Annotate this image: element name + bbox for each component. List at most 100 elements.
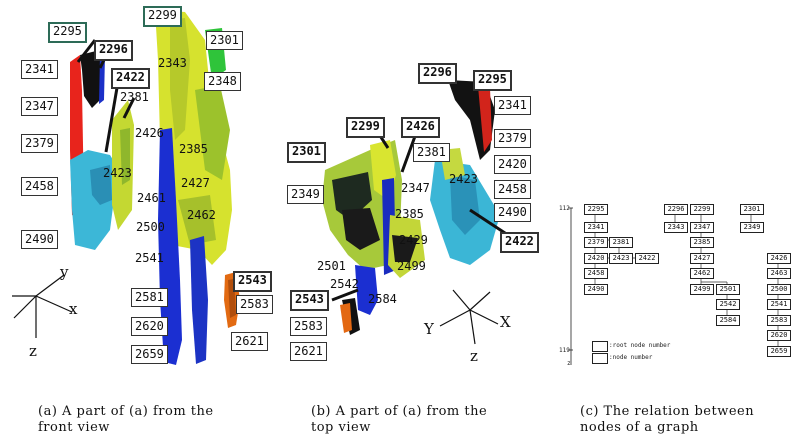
graph-node: 2463 xyxy=(767,268,791,279)
node-label: 2420 xyxy=(494,155,531,174)
node-label: 2379 xyxy=(21,134,58,153)
panel-b-rendering xyxy=(322,80,509,345)
node-label: 2422 xyxy=(500,232,539,253)
node-label: 2381 xyxy=(120,90,149,104)
node-label: 2490 xyxy=(494,203,531,222)
node-label: 2295 xyxy=(48,22,87,43)
graph-node: 2423 xyxy=(609,253,633,264)
graph-node: 2500 xyxy=(767,284,791,295)
graph-node: 2379 xyxy=(584,237,608,248)
node-label: 2584 xyxy=(368,292,397,306)
node-label: 2461 xyxy=(137,191,166,205)
node-label: 2541 xyxy=(135,251,164,265)
node-label: 2379 xyxy=(494,129,531,148)
graph-node: 2422 xyxy=(635,253,659,264)
legend-root-text: :root node number xyxy=(609,342,671,349)
graph-node: 2462 xyxy=(690,268,714,279)
graph-node: 2381 xyxy=(609,237,633,248)
node-label: 2621 xyxy=(231,332,268,351)
node-label: 2301 xyxy=(206,31,243,50)
graph-node: 2299 xyxy=(690,204,714,215)
graph-node: 2301 xyxy=(740,204,764,215)
arrow xyxy=(122,97,136,119)
x-axis-label: X xyxy=(500,313,511,331)
graph-node: 2458 xyxy=(584,268,608,279)
node-label: 2348 xyxy=(204,72,241,91)
node-label: 2501 xyxy=(317,259,346,273)
graph-node: 2541 xyxy=(767,299,791,310)
node-label: 2621 xyxy=(290,342,327,361)
node-label: 2583 xyxy=(236,295,273,314)
axes-icon xyxy=(439,289,499,345)
node-label: 2499 xyxy=(397,259,426,273)
caption-a: (a) A part of (a) from the front view xyxy=(38,404,214,435)
legend-node-swatch xyxy=(592,353,608,364)
node-label: 2341 xyxy=(494,96,531,115)
caption-b: (b) A part of (a) from the top view xyxy=(311,404,488,435)
node-label: 2341 xyxy=(21,60,58,79)
graph-node: 2490 xyxy=(584,284,608,295)
y-axis-label: Y xyxy=(424,320,434,338)
graph-node: 2385 xyxy=(690,237,714,248)
node-label: 2581 xyxy=(131,288,168,307)
arrow xyxy=(469,208,509,237)
node-label: 2620 xyxy=(131,317,168,336)
graph-edges xyxy=(568,207,779,365)
node-label: 2301 xyxy=(287,142,326,163)
graph-node: 2427 xyxy=(690,253,714,264)
node-label: 2349 xyxy=(287,185,324,204)
panel-a-rendering xyxy=(12,10,240,365)
node-label: 2343 xyxy=(158,56,187,70)
graph-node: 2620 xyxy=(767,330,791,341)
node-label: 2422 xyxy=(111,68,150,89)
node-label: 2296 xyxy=(418,63,457,84)
node-label: 2296 xyxy=(94,40,133,61)
z-axis-label: z xyxy=(470,347,478,365)
arrow xyxy=(76,39,97,63)
graph-node: 2420 xyxy=(584,253,608,264)
arrow xyxy=(331,288,359,302)
node-label: 2490 xyxy=(21,230,58,249)
node-label: 2381 xyxy=(413,143,450,162)
node-label: 2426 xyxy=(135,126,164,140)
node-label: 2299 xyxy=(346,117,385,138)
graph-node: 2583 xyxy=(767,315,791,326)
node-label: 2423 xyxy=(103,166,132,180)
graph-node: 2347 xyxy=(690,222,714,233)
node-label: 2458 xyxy=(494,180,531,199)
node-label: 2427 xyxy=(181,176,210,190)
node-label: 2347 xyxy=(21,97,58,116)
node-label: 2295 xyxy=(473,70,512,91)
graph-node: 2584 xyxy=(716,315,740,326)
node-label: 2347 xyxy=(401,181,430,195)
figure-panel-a: 2295 2296 2299 2301 2341 2343 2348 2422 … xyxy=(0,0,273,375)
node-label: 2299 xyxy=(143,6,182,27)
graph-node: 2542 xyxy=(716,299,740,310)
node-label: 2458 xyxy=(21,177,58,196)
node-label: 2429 xyxy=(399,233,428,247)
graph-node: 2343 xyxy=(664,222,688,233)
node-label: 2385 xyxy=(179,142,208,156)
node-label: 2659 xyxy=(131,345,168,364)
axis-bottom-value: 119 xyxy=(559,347,570,354)
legend-root-swatch xyxy=(592,341,608,352)
node-label: 2542 xyxy=(330,277,359,291)
graph-node: 2659 xyxy=(767,346,791,357)
graph-node: 2295 xyxy=(584,204,608,215)
node-label: 2543 xyxy=(290,290,329,311)
node-label: 2543 xyxy=(233,271,272,292)
arrow xyxy=(104,81,120,153)
node-label: 2500 xyxy=(136,220,165,234)
y-axis-label: y xyxy=(60,263,69,281)
axis-letter: z xyxy=(567,360,571,367)
axes-icon xyxy=(12,274,73,338)
node-label: 2462 xyxy=(187,208,216,222)
caption-c: (c) The relation between nodes of a grap… xyxy=(580,404,755,435)
node-label: 2583 xyxy=(290,317,327,336)
graph-node: 2499 xyxy=(690,284,714,295)
graph-node: 2501 xyxy=(716,284,740,295)
node-label: 2426 xyxy=(401,117,440,138)
legend-node-text: :node number xyxy=(609,354,653,361)
node-label: 2385 xyxy=(395,207,424,221)
graph-node: 2296 xyxy=(664,204,688,215)
